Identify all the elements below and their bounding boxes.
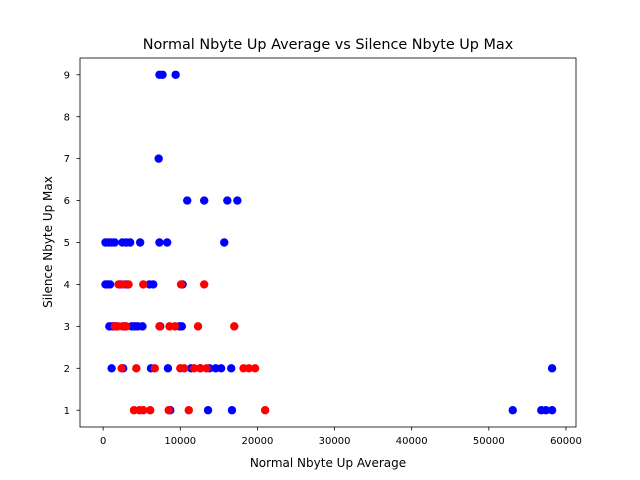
x-tick-label: 40000: [396, 436, 428, 447]
data-point: [158, 70, 167, 79]
x-tick-label: 50000: [473, 436, 505, 447]
data-point: [105, 280, 115, 289]
data-point: [508, 406, 517, 415]
data-point: [145, 406, 155, 415]
data-point: [233, 196, 242, 205]
data-point: [199, 196, 209, 205]
x-axis-label: Normal Nbyte Up Average: [250, 456, 406, 470]
data-point: [171, 70, 180, 79]
x-tick-label: 30000: [319, 436, 351, 447]
data-point: [150, 364, 160, 373]
data-point: [184, 406, 193, 415]
data-point: [260, 406, 270, 415]
data-point: [170, 322, 180, 331]
x-tick-label: 60000: [550, 436, 582, 447]
y-axis-label: Silence Nbyte Up Max: [41, 176, 55, 308]
y-tick-label: 3: [64, 322, 70, 333]
data-point: [193, 322, 203, 331]
data-point: [202, 364, 211, 373]
data-point: [107, 364, 116, 373]
data-point: [177, 322, 187, 331]
data-point: [244, 364, 254, 373]
data-point: [223, 196, 232, 205]
data-point: [110, 238, 119, 247]
data-point: [199, 280, 209, 289]
data-point: [139, 280, 148, 289]
data-point: [226, 364, 236, 373]
data-point: [164, 406, 173, 415]
data-point: [162, 238, 172, 247]
data-point: [149, 280, 158, 289]
data-point: [196, 364, 205, 373]
x-tick-label: 0: [100, 436, 106, 447]
data-point: [250, 364, 260, 373]
data-point: [155, 322, 164, 331]
data-points: [101, 70, 557, 415]
data-point: [155, 238, 164, 247]
data-point: [227, 406, 237, 415]
data-point: [122, 322, 131, 331]
y-tick-label: 1: [64, 406, 70, 417]
plot-frame: [79, 57, 577, 428]
series-2: [110, 280, 270, 415]
data-point: [117, 364, 126, 373]
data-point: [189, 364, 199, 373]
y-tick-label: 6: [64, 196, 70, 207]
data-point: [547, 364, 557, 373]
y-tick-label: 4: [64, 280, 70, 291]
data-point: [183, 196, 192, 205]
y-tick-label: 9: [64, 70, 70, 81]
y-tick-label: 8: [64, 112, 70, 123]
data-point: [203, 406, 213, 415]
data-point: [135, 238, 145, 247]
data-point: [124, 280, 133, 289]
chart-title: Normal Nbyte Up Average vs Silence Nbyte…: [143, 37, 514, 53]
x-tick-label: 10000: [164, 436, 196, 447]
data-point: [132, 364, 141, 373]
data-point: [179, 364, 189, 373]
data-point: [139, 406, 148, 415]
data-point: [230, 322, 239, 331]
data-point: [220, 238, 229, 247]
y-tick-label: 5: [64, 238, 70, 249]
data-point: [138, 322, 147, 331]
data-point: [541, 406, 551, 415]
data-point: [176, 280, 186, 289]
data-point: [216, 364, 226, 373]
data-point: [163, 364, 173, 373]
x-axis: 0 10000 20000 30000 40000 50000 60000: [100, 427, 582, 447]
x-tick-label: 20000: [242, 436, 274, 447]
data-point: [125, 238, 135, 247]
data-point: [154, 154, 163, 163]
data-point: [547, 406, 557, 415]
y-axis: 1 2 3 4 5 6 7 8 9: [64, 70, 80, 417]
y-tick-label: 7: [64, 154, 70, 165]
y-tick-label: 2: [64, 364, 70, 375]
